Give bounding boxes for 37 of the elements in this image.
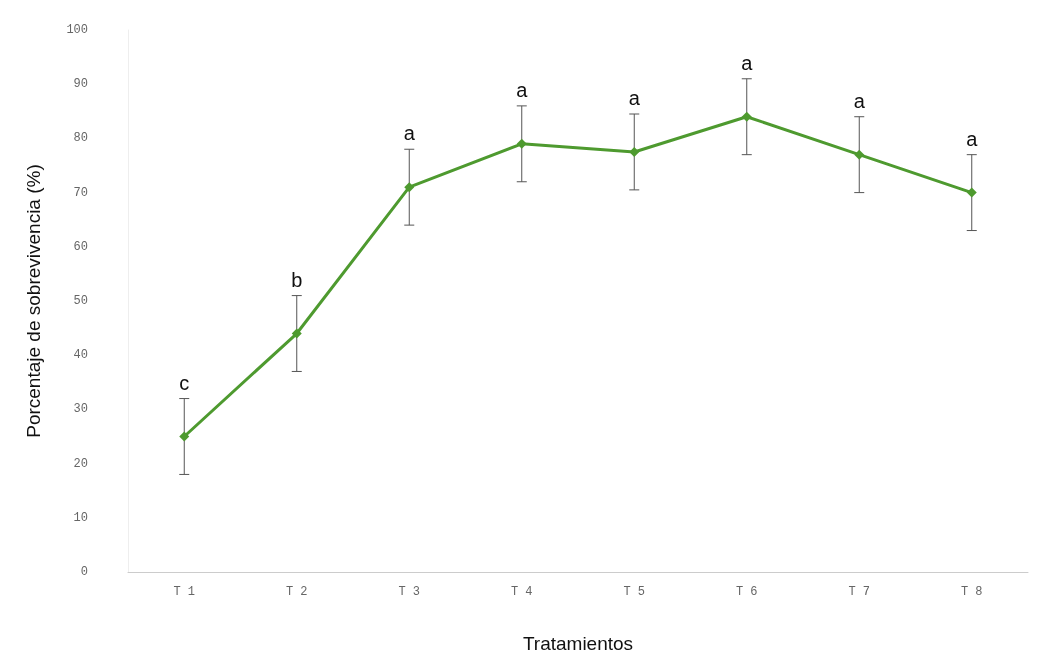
y-tick-label: 30 bbox=[73, 402, 88, 417]
annotation: c bbox=[179, 371, 190, 394]
point bbox=[179, 431, 190, 442]
y-tick-label: 80 bbox=[73, 131, 88, 146]
annotation: b bbox=[291, 268, 303, 291]
y-axis-title: Porcentaje de sobrevivencia (%) bbox=[23, 164, 44, 438]
annotation: a bbox=[516, 78, 529, 101]
point bbox=[291, 328, 302, 339]
point bbox=[854, 149, 865, 160]
y-tick-label: 90 bbox=[73, 77, 88, 92]
annotation: a bbox=[628, 87, 641, 110]
y-tick-label: 10 bbox=[73, 510, 88, 525]
x-tick-label: T 4 bbox=[510, 585, 533, 599]
y-tick-label: 60 bbox=[73, 239, 88, 254]
y-tick-label: 50 bbox=[73, 294, 88, 308]
x-axis-title: Tratamientos bbox=[522, 633, 634, 654]
y-tick-label: 20 bbox=[73, 456, 88, 471]
point bbox=[629, 146, 640, 157]
y-tick-label: 70 bbox=[73, 185, 88, 200]
x-tick-label: T 7 bbox=[848, 585, 871, 599]
point bbox=[404, 182, 415, 193]
annotation: a bbox=[403, 122, 416, 145]
x-tick-label: T 3 bbox=[398, 585, 421, 599]
x-tick-label: T 2 bbox=[285, 585, 308, 599]
point bbox=[516, 138, 527, 149]
y-tick-label: 100 bbox=[66, 23, 88, 37]
annotation: a bbox=[741, 51, 754, 74]
annotation: a bbox=[966, 127, 979, 150]
x-tick-label: T 8 bbox=[960, 585, 983, 599]
y-tick-label: 0 bbox=[80, 565, 88, 579]
annotation: a bbox=[853, 89, 866, 112]
x-tick-label: T 1 bbox=[173, 585, 196, 599]
point bbox=[966, 187, 977, 198]
x-tick-label: T 5 bbox=[623, 585, 646, 599]
y-tick-label: 40 bbox=[73, 348, 88, 363]
x-tick-label: T 6 bbox=[735, 585, 758, 599]
point bbox=[741, 111, 752, 122]
